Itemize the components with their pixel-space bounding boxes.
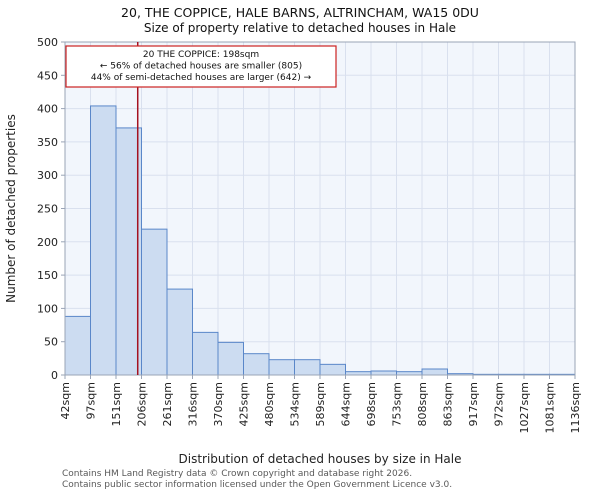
y-axis-label: Number of detached properties (4, 114, 18, 303)
x-tick-label: 425sqm (238, 382, 251, 426)
x-axis-label: Distribution of detached houses by size … (179, 452, 462, 466)
histogram-bar (319, 363, 346, 376)
x-tick-label: 698sqm (365, 382, 378, 426)
y-tick-label: 300 (37, 169, 58, 182)
x-tick-label: 644sqm (340, 382, 353, 426)
y-tick-label: 350 (37, 136, 58, 149)
y-tick-label: 0 (51, 369, 58, 382)
x-tick-label: 97sqm (85, 382, 98, 419)
x-tick-label: 206sqm (136, 382, 149, 426)
histogram-bar (370, 370, 397, 376)
histogram-bar (141, 228, 168, 376)
y-tick-label: 400 (37, 103, 58, 116)
annotation-line: 44% of semi-detached houses are larger (… (91, 73, 312, 83)
x-tick-label: 316sqm (187, 382, 200, 426)
x-tick-label: 753sqm (391, 382, 404, 426)
y-tick-label: 500 (37, 36, 58, 49)
x-tick-label: 370sqm (212, 382, 225, 426)
x-tick-label: 1027sqm (518, 382, 531, 433)
y-tick-label: 250 (37, 203, 58, 216)
axis-frame (64, 41, 576, 376)
annotation-line: ← 56% of detached houses are smaller (80… (100, 62, 302, 72)
x-tick-label: 151sqm (110, 382, 123, 426)
annotation-line: 20 THE COPPICE: 198sqm (143, 50, 259, 60)
x-tick-label: 480sqm (263, 382, 276, 426)
histogram-bar (90, 105, 117, 376)
y-tick-label: 50 (44, 336, 58, 349)
y-tick-label: 450 (37, 69, 58, 82)
y-tick-label: 150 (37, 269, 58, 282)
histogram-bar (217, 341, 244, 376)
annotation-box (65, 45, 337, 88)
x-tick-label: 534sqm (289, 382, 302, 426)
histogram-bar (166, 288, 193, 376)
histogram-bar (243, 353, 270, 376)
histogram-bar (268, 359, 295, 376)
x-tick-label: 808sqm (416, 382, 429, 426)
histogram-bar (421, 368, 448, 376)
footer-attribution-line1: Contains HM Land Registry data © Crown c… (62, 469, 413, 479)
y-tick-label: 100 (37, 302, 58, 315)
x-tick-label: 917sqm (467, 382, 480, 426)
chart-title: 20, THE COPPICE, HALE BARNS, ALTRINCHAM,… (121, 5, 479, 20)
x-tick-label: 261sqm (161, 382, 174, 426)
histogram-bar (192, 331, 219, 376)
x-tick-label: 1081sqm (544, 382, 557, 433)
histogram-bar (64, 315, 91, 376)
y-tick-label: 200 (37, 236, 58, 249)
footer-attribution-line2: Contains public sector information licen… (62, 480, 453, 490)
histogram-bar (294, 359, 321, 376)
x-tick-label: 972sqm (493, 382, 506, 426)
x-tick-label: 42sqm (59, 382, 72, 419)
x-tick-label: 1136sqm (569, 382, 582, 433)
x-tick-label: 589sqm (314, 382, 327, 426)
x-tick-label: 863sqm (442, 382, 455, 426)
chart-subtitle: Size of property relative to detached ho… (143, 21, 457, 35)
